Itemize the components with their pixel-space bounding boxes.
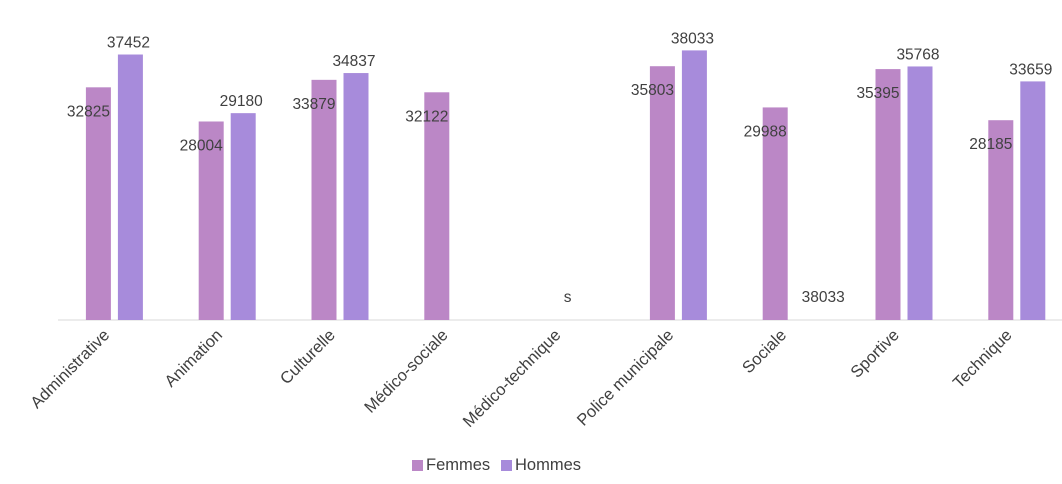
- category-label-7: Sportive: [847, 326, 903, 382]
- legend-swatch-femmes: [412, 460, 423, 471]
- data-label-femmes-5: 35803: [631, 82, 674, 99]
- category-label-5: Police municipale: [574, 326, 678, 430]
- data-label-femmes-0: 32825: [67, 103, 110, 120]
- data-label-femmes-2: 33879: [292, 96, 335, 113]
- category-label-3: Médico-sociale: [361, 326, 452, 417]
- bar-hommes-8: [1020, 81, 1046, 320]
- legend: Femmes Hommes: [412, 456, 581, 474]
- bar-hommes-5: [681, 50, 707, 320]
- bar-femmes-6: [762, 107, 788, 320]
- legend-label-hommes: Hommes: [515, 456, 581, 474]
- category-label-2: Culturelle: [277, 326, 339, 388]
- bar-femmes-0: [85, 87, 111, 320]
- bar-femmes-7: [875, 69, 901, 321]
- category-labels-layer: Administrative Animation Culturelle Médico-…: [27, 326, 1015, 431]
- category-label-0: Administrative: [27, 326, 113, 412]
- data-label-femmes-3: 32122: [405, 108, 448, 125]
- bar-hommes-7: [907, 66, 933, 320]
- bar-hommes-2: [343, 73, 369, 321]
- category-label-6: Sociale: [739, 326, 790, 377]
- category-label-4: Médico-technique: [460, 326, 565, 431]
- bar-femmes-5: [649, 66, 675, 321]
- data-label-hommes-7: 35768: [896, 46, 939, 63]
- data-label-femmes-6: 29988: [744, 123, 787, 140]
- data-label-femmes-1: 28004: [180, 137, 223, 154]
- data-label-femmes-8: 28185: [969, 136, 1012, 153]
- data-label-hommes-1: 29180: [220, 93, 263, 110]
- bar-femmes-8: [988, 120, 1014, 320]
- data-label-hommes-5: 38033: [671, 30, 714, 47]
- category-label-1: Animation: [161, 326, 226, 391]
- category-label-8: Technique: [950, 326, 1016, 392]
- bar-hommes-1: [230, 113, 256, 321]
- legend-swatch-hommes: [501, 460, 512, 471]
- data-label-hommes-6: 38033: [802, 289, 845, 306]
- bar-hommes-0: [117, 54, 143, 321]
- bars-layer: [85, 50, 1046, 321]
- data-label-hommes-8: 33659: [1009, 61, 1052, 78]
- data-labels-layer: 32825 37452 28004 29180 33879 34837 32122 s 3580…: [67, 30, 1053, 306]
- data-label-hommes-2: 34837: [332, 53, 375, 70]
- bar-femmes-1: [198, 121, 224, 320]
- legend-label-femmes: Femmes: [426, 456, 490, 474]
- data-label-hommes-0: 37452: [107, 35, 150, 52]
- bar-femmes-2: [311, 79, 337, 320]
- bar-femmes-3: [424, 92, 450, 320]
- data-label-hommes-4: s: [564, 289, 572, 306]
- data-label-femmes-7: 35395: [856, 85, 899, 102]
